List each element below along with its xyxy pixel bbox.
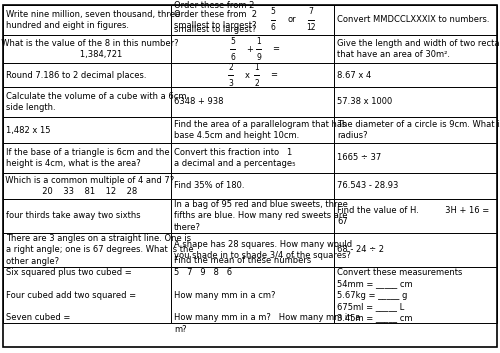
Bar xyxy=(334,233,497,267)
Bar xyxy=(334,87,497,117)
Bar xyxy=(3,117,171,143)
Text: 6348 + 938: 6348 + 938 xyxy=(174,97,224,107)
Bar xyxy=(334,173,497,199)
Text: Order these from 2: Order these from 2 xyxy=(174,1,254,10)
Text: 2: 2 xyxy=(254,78,259,88)
Text: Write nine million, seven thousand, three
hundred and eight in figures.: Write nine million, seven thousand, thre… xyxy=(6,10,180,30)
Bar xyxy=(171,173,334,199)
Bar xyxy=(171,267,334,323)
Bar xyxy=(3,143,171,173)
Text: 3: 3 xyxy=(228,78,233,88)
Bar xyxy=(171,117,334,143)
Text: The diameter of a circle is 9cm. What is the
radius?: The diameter of a circle is 9cm. What is… xyxy=(337,120,500,140)
Bar xyxy=(334,63,497,87)
Text: 5: 5 xyxy=(270,7,276,17)
Bar xyxy=(3,87,171,117)
Text: Round 7.186 to 2 decimal places.: Round 7.186 to 2 decimal places. xyxy=(6,71,146,79)
Bar xyxy=(171,35,334,63)
Text: 1,482 x 15: 1,482 x 15 xyxy=(6,126,51,134)
Bar xyxy=(3,173,171,199)
Bar xyxy=(3,199,171,233)
Bar xyxy=(3,5,171,35)
Text: In a bag of 95 red and blue sweets, three
fifths are blue. How many red sweets a: In a bag of 95 red and blue sweets, thre… xyxy=(174,200,348,232)
Text: four thirds take away two sixths: four thirds take away two sixths xyxy=(6,211,140,221)
Text: 12: 12 xyxy=(306,24,316,32)
Text: smallest to largest?: smallest to largest? xyxy=(174,25,256,34)
Bar xyxy=(171,5,334,35)
Text: 6: 6 xyxy=(270,24,276,32)
Text: 1: 1 xyxy=(254,62,259,72)
Text: 57.38 x 1000: 57.38 x 1000 xyxy=(337,97,392,107)
Text: Order these from  2
smallest to largest?: Order these from 2 smallest to largest? xyxy=(174,10,257,30)
Text: 76.543 - 28.93: 76.543 - 28.93 xyxy=(337,181,398,191)
Text: If the base of a triangle is 6cm and the
height is 4cm, what is the area?: If the base of a triangle is 6cm and the… xyxy=(6,148,170,168)
Bar xyxy=(171,143,334,173)
Bar xyxy=(3,63,171,87)
Bar xyxy=(171,199,334,233)
Bar xyxy=(334,35,497,63)
Text: Convert this fraction into   1
a decimal and a percentage₅: Convert this fraction into 1 a decimal a… xyxy=(174,148,296,168)
Text: Convert MMDCCLXXXIX to numbers.: Convert MMDCCLXXXIX to numbers. xyxy=(337,16,490,24)
Text: +: + xyxy=(246,44,254,54)
Text: Find the area of a parallelogram that has
base 4.5cm and height 10cm.: Find the area of a parallelogram that ha… xyxy=(174,120,346,140)
Bar xyxy=(171,87,334,117)
Text: Six squared plus two cubed =

Four cubed add two squared =

Seven cubed =: Six squared plus two cubed = Four cubed … xyxy=(6,268,136,322)
Text: Find the value of H.          3H + 16 =
67: Find the value of H. 3H + 16 = 67 xyxy=(337,206,489,226)
Text: Find 35% of 180.: Find 35% of 180. xyxy=(174,181,244,191)
Text: 1: 1 xyxy=(256,36,261,46)
Bar xyxy=(171,233,334,267)
Text: Convert these measurements
54mm = _____ cm
5.67kg = _____ g
675ml = _____ L
3.45: Convert these measurements 54mm = _____ … xyxy=(337,268,462,322)
Text: 68 - 24 ÷ 2: 68 - 24 ÷ 2 xyxy=(337,245,384,255)
Text: or: or xyxy=(287,16,296,24)
Bar xyxy=(334,143,497,173)
Bar xyxy=(334,199,497,233)
Text: Calculate the volume of a cube with a 6cm
side length.: Calculate the volume of a cube with a 6c… xyxy=(6,92,186,112)
Bar xyxy=(334,267,497,323)
Bar xyxy=(171,63,334,87)
Text: 1665 ÷ 37: 1665 ÷ 37 xyxy=(337,154,382,162)
Text: 6: 6 xyxy=(230,53,235,61)
Text: Which is a common multiple of 4 and 7?
  20    33    81    12    28: Which is a common multiple of 4 and 7? 2… xyxy=(0,176,174,196)
Text: Find the mean of these numbers
5   7   9   8   6

How many mm in a cm?

How many: Find the mean of these numbers 5 7 9 8 6… xyxy=(174,256,360,334)
Bar xyxy=(3,35,171,63)
Text: 9: 9 xyxy=(256,53,261,61)
Bar xyxy=(3,233,171,267)
Text: 5: 5 xyxy=(230,36,235,46)
Text: 2: 2 xyxy=(228,62,233,72)
Text: What is the value of the 8 in this number?
           1,384,721: What is the value of the 8 in this numbe… xyxy=(0,39,178,59)
Bar xyxy=(334,117,497,143)
Bar xyxy=(334,5,497,35)
Text: =: = xyxy=(270,71,278,79)
Bar xyxy=(3,267,171,323)
Text: A shape has 28 squares. How many would
you shade in to shade 3/4 of the squares?: A shape has 28 squares. How many would y… xyxy=(174,240,352,260)
Text: x: x xyxy=(244,71,250,79)
Text: There are 3 angles on a straight line. One is
a right angle; one is 67 degrees. : There are 3 angles on a straight line. O… xyxy=(6,234,194,266)
Text: 7: 7 xyxy=(308,7,314,17)
Text: Give the length and width of two rectangles
that have an area of 30m².: Give the length and width of two rectang… xyxy=(337,39,500,59)
Text: =: = xyxy=(272,44,280,54)
Text: 8.67 x 4: 8.67 x 4 xyxy=(337,71,371,79)
